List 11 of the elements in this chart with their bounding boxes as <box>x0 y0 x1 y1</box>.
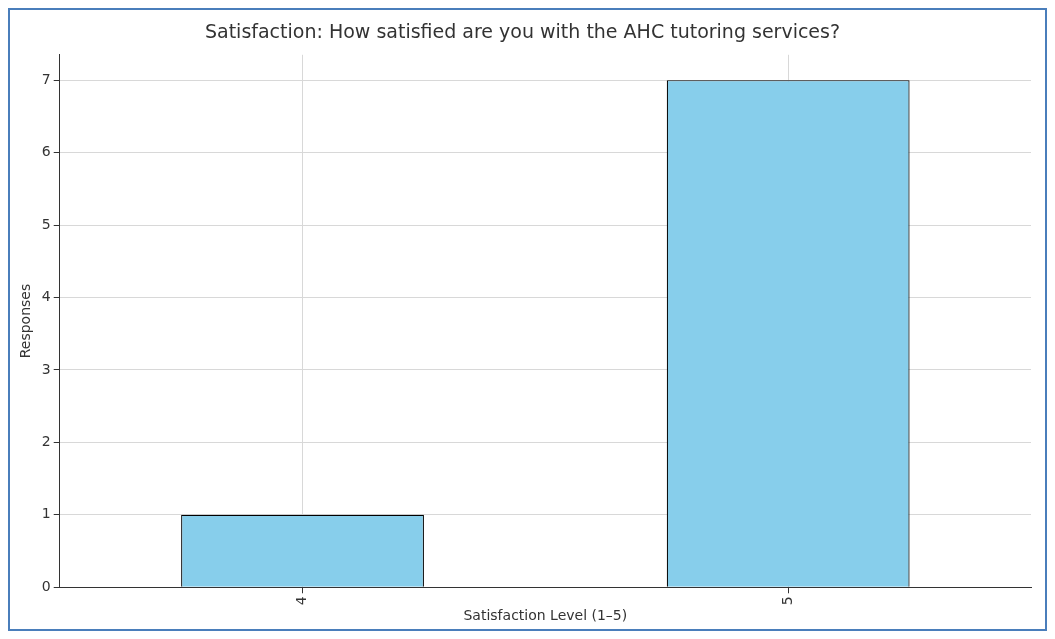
y-tick-label: 4 <box>41 288 51 305</box>
y-tick-label: 3 <box>41 360 51 377</box>
y-tick-label: 7 <box>41 70 51 87</box>
x-axis-title: Satisfaction Level (1–5) <box>463 607 628 624</box>
y-tick-label: 0 <box>41 577 51 594</box>
y-tick-label: 2 <box>41 433 51 450</box>
y-axis-title: Responses <box>17 283 34 359</box>
y-tick-label: 6 <box>41 143 51 160</box>
y-tick-label: 1 <box>41 505 51 522</box>
y-tick-label: 5 <box>41 215 51 232</box>
chart-title: Satisfaction: How satisfied are you with the AHC tutoring services? <box>204 20 841 43</box>
